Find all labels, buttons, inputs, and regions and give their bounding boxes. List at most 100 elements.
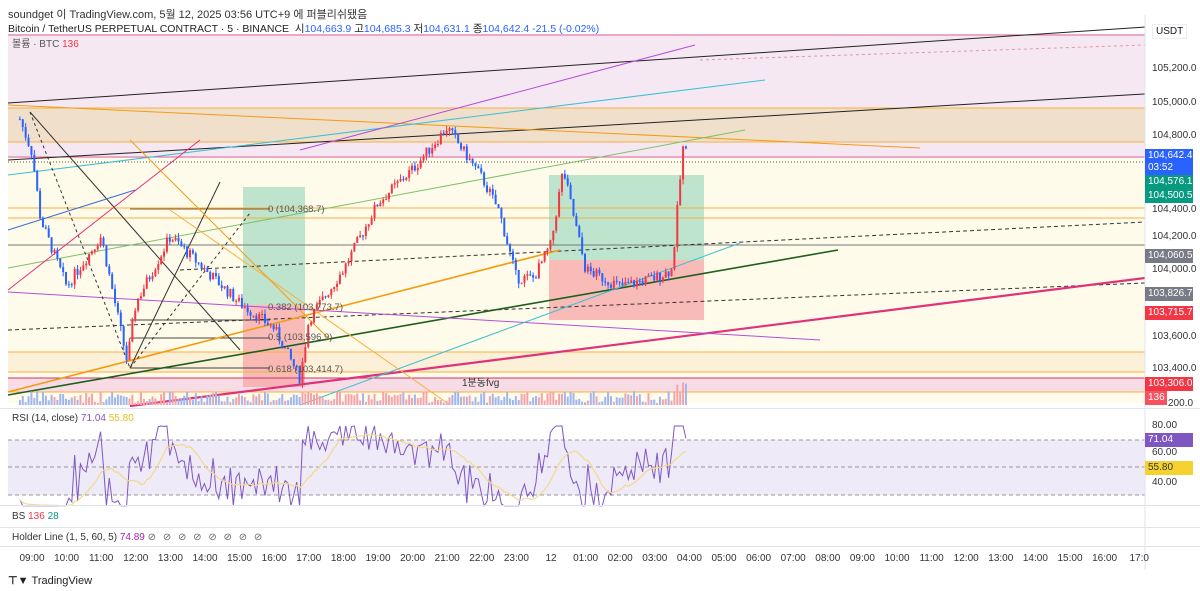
price-label-text: 103,715.7	[1148, 307, 1193, 318]
volume-bar	[413, 394, 416, 405]
volume-bar	[439, 400, 442, 405]
volume-bar	[315, 393, 318, 405]
candle	[684, 146, 687, 149]
volume-bar	[258, 393, 261, 405]
volume-bar	[451, 394, 454, 405]
candle	[79, 270, 82, 275]
volume-bar	[422, 391, 425, 405]
volume-bar	[615, 397, 618, 405]
candle	[289, 349, 292, 360]
volume-bar	[529, 401, 532, 405]
candle	[194, 253, 197, 263]
volume-bar	[105, 399, 108, 405]
currency-label[interactable]: USDT	[1152, 24, 1188, 39]
candle	[128, 341, 131, 361]
candle	[59, 258, 62, 268]
candle	[676, 204, 679, 248]
candle	[552, 230, 555, 241]
time-tick: 16:00	[261, 553, 287, 564]
candle	[82, 265, 85, 271]
volume-bar	[511, 399, 514, 405]
volume-bar	[673, 391, 676, 405]
volume-bar	[471, 401, 474, 405]
volume-bar	[661, 399, 664, 405]
tradingview-logo[interactable]: ⊤▼ TradingView	[8, 575, 93, 587]
time-tick: 12:00	[953, 553, 979, 564]
candle	[21, 119, 24, 128]
holder-title: Holder Line (1, 5, 60, 5)	[12, 532, 118, 543]
candle	[529, 274, 532, 276]
volume-bar	[82, 402, 85, 405]
time-tick: 10:00	[884, 553, 910, 564]
candle	[627, 281, 630, 283]
rsi-value: 71.04	[80, 413, 106, 424]
candle	[214, 273, 217, 277]
trend-lines[interactable]	[7, 26, 1146, 408]
volume-bar	[405, 399, 408, 405]
candle	[373, 204, 376, 219]
fib-label: 0 (104,368.7)	[268, 204, 325, 215]
volume-bar	[281, 394, 284, 405]
holder-symbol: ⊘	[193, 532, 204, 543]
candle	[119, 312, 122, 327]
candle	[229, 289, 232, 297]
candle	[41, 218, 44, 228]
candle	[226, 286, 229, 297]
candle	[644, 276, 647, 285]
long-position-stop-2[interactable]	[549, 260, 704, 320]
candle	[235, 300, 238, 302]
volume-bar	[425, 391, 428, 405]
candle	[197, 262, 200, 264]
volume-bar	[99, 391, 102, 405]
volume-bar	[442, 402, 445, 405]
volume-bar	[263, 392, 266, 405]
volume-bar	[142, 398, 145, 405]
candle	[673, 247, 676, 270]
volume-bar	[543, 400, 546, 405]
volume-bar	[503, 396, 506, 405]
volume-bar	[656, 402, 659, 405]
volume-bar	[324, 399, 327, 405]
candle	[353, 242, 356, 252]
candle	[258, 313, 261, 321]
candle	[511, 251, 514, 260]
candle	[315, 304, 318, 310]
candle	[448, 128, 451, 131]
candle	[491, 189, 494, 195]
volume-bar	[44, 395, 47, 405]
volume-bar	[483, 392, 486, 405]
volume-bar	[183, 395, 186, 405]
candle	[18, 119, 21, 121]
candle	[160, 256, 163, 264]
volume-bar	[445, 400, 448, 405]
candle	[137, 298, 140, 311]
volume-bar	[517, 400, 520, 405]
volume-bar	[30, 391, 33, 405]
fib-label: 0.5 (103,596.9)	[268, 332, 332, 343]
time-tick: 06:00	[746, 553, 772, 564]
volume-bar	[289, 397, 292, 405]
candle	[411, 165, 414, 171]
volume-bar	[226, 396, 229, 405]
holder-symbol: ⊘	[223, 532, 234, 543]
volume-bar	[310, 393, 313, 405]
price-tick: 200.0	[1168, 398, 1194, 409]
volume-bar	[298, 396, 301, 405]
volume-bar	[212, 392, 215, 405]
volume-bars	[18, 382, 687, 405]
close-value: 104,642.4	[482, 23, 530, 35]
volume-bar	[189, 397, 192, 405]
volume-bar	[238, 394, 241, 405]
candle	[664, 271, 667, 278]
volume-bar	[419, 397, 422, 405]
candle	[50, 237, 53, 253]
candle	[604, 281, 607, 283]
volume-bar	[627, 394, 630, 405]
time-tick: 17:0	[1129, 553, 1149, 564]
long-position-target[interactable]	[243, 187, 305, 305]
candle	[509, 244, 512, 252]
candle	[88, 253, 91, 264]
volume-bar	[509, 398, 512, 405]
volume-bar	[85, 392, 88, 405]
